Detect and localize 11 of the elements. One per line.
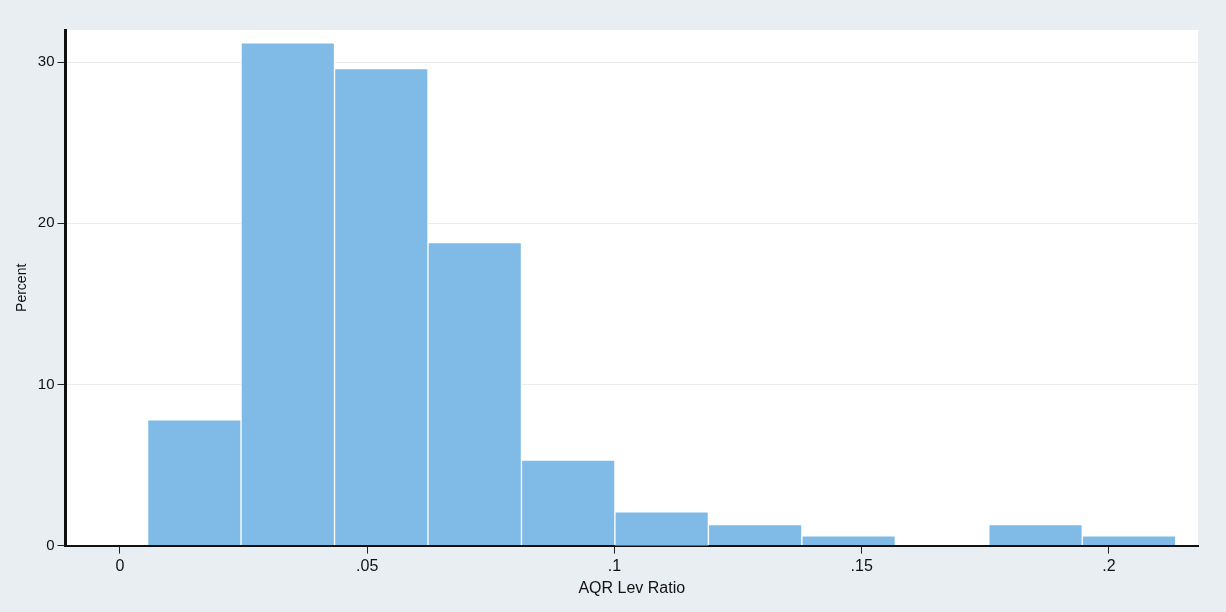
y-tick-label: 30 [37, 52, 55, 70]
y-axis-title: Percent [13, 263, 30, 312]
y-tick-label: 0 [46, 535, 55, 553]
x-axis-title: AQR Lev Ratio [578, 578, 686, 596]
x-tick-label: .2 [1102, 556, 1116, 574]
x-tick-label: 0 [115, 556, 125, 574]
x-tick-label: .15 [850, 556, 873, 574]
y-tick-label: 10 [37, 374, 55, 392]
x-tick-label: .1 [607, 556, 622, 574]
y-tick-label: 20 [37, 213, 55, 231]
x-tick-label: .05 [356, 556, 379, 574]
